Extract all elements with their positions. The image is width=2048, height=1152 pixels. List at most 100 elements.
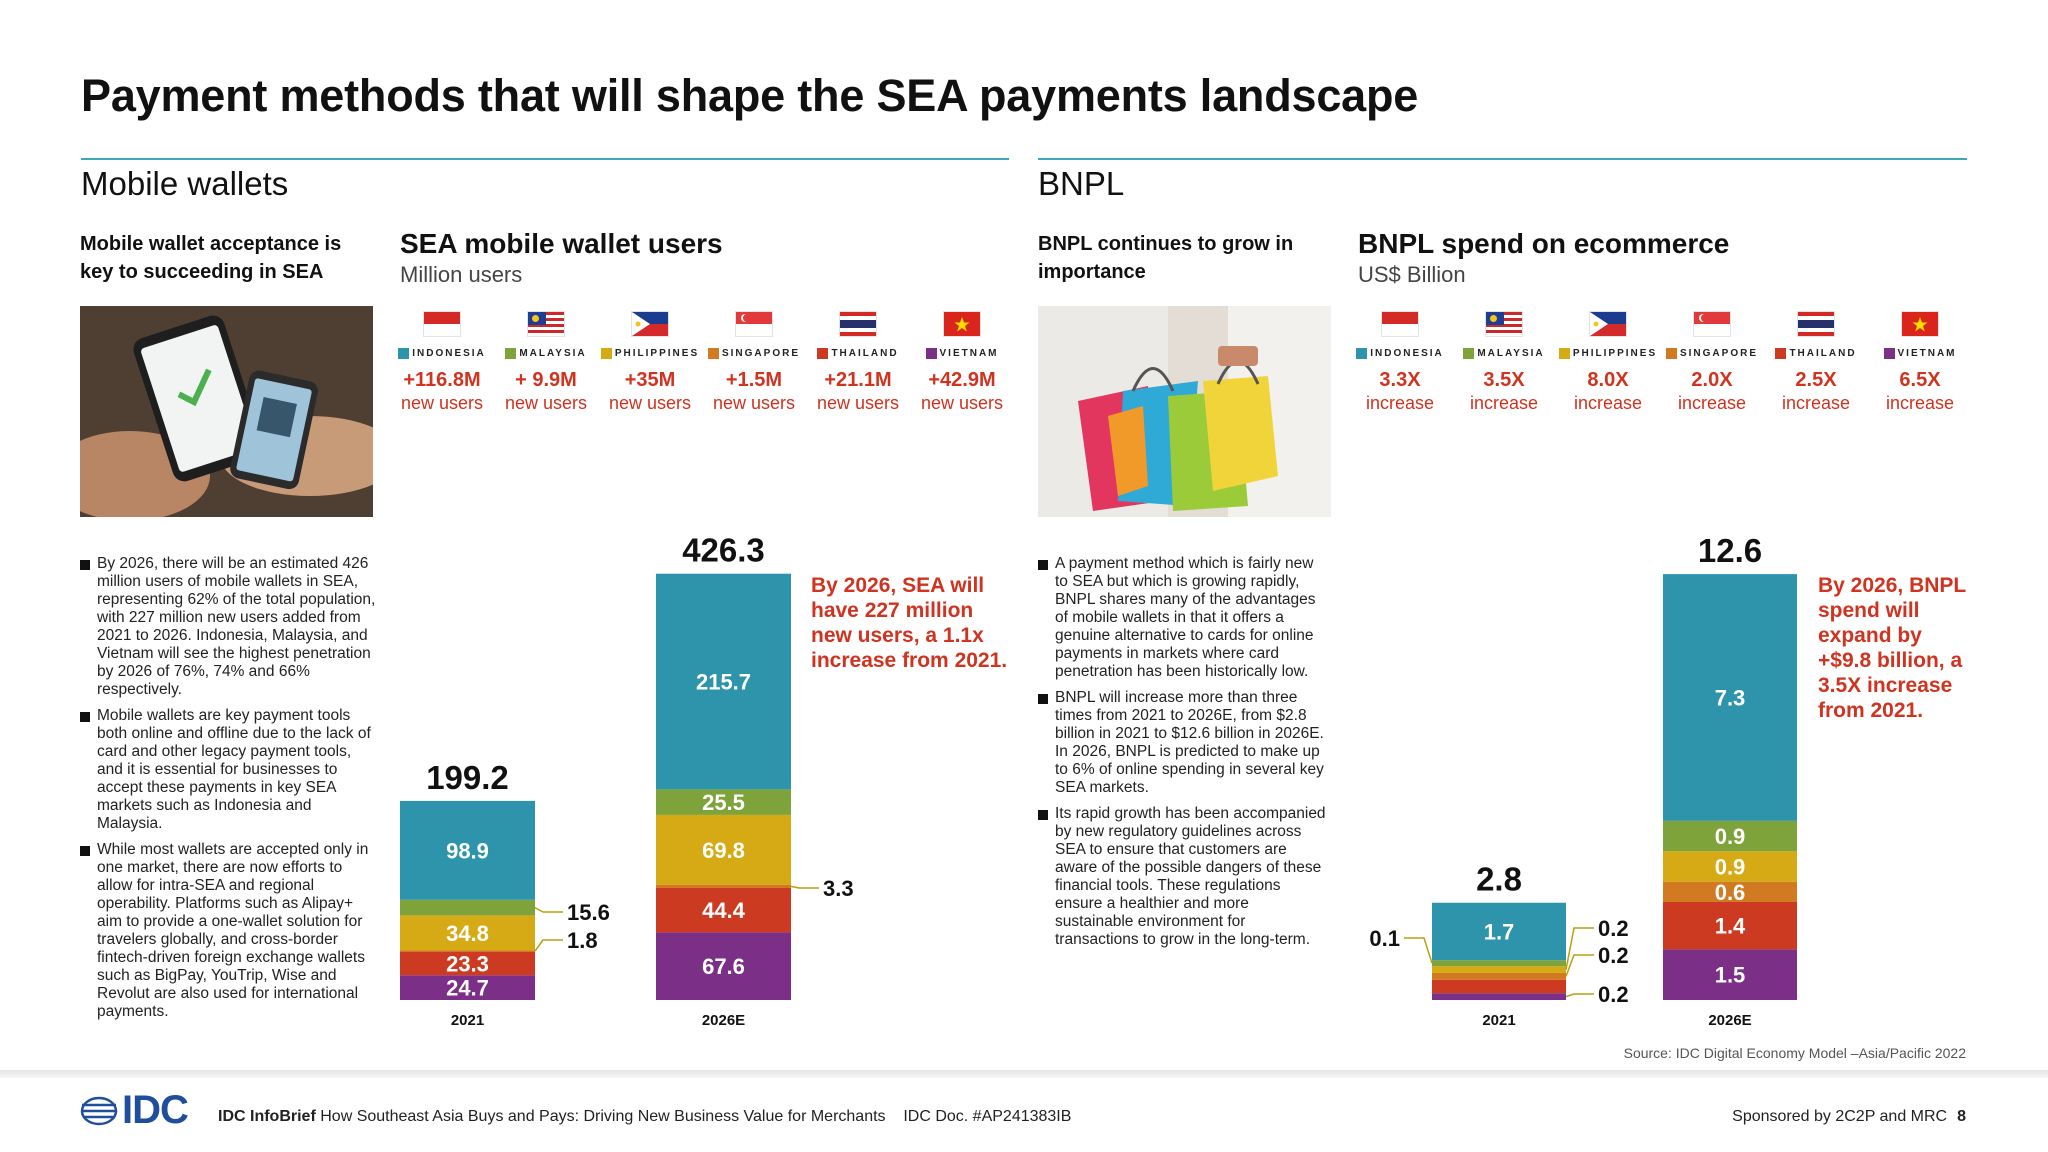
country-value: +35M [624,369,676,391]
vietnam-swatch [925,348,937,359]
bar-segment-philippines-2021 [400,915,535,951]
data-label: 0.9 [1715,854,1746,879]
philippines-swatch [1558,348,1570,359]
malaysia-flag-icon [1486,312,1522,336]
bar-segment-indonesia-2021 [1432,902,1566,961]
bar-segment-thailand-2026e [1663,901,1797,950]
philippines-flag-icon [632,312,668,336]
vietnam-swatch [1883,348,1895,359]
bar-segment-singapore-2026e [1663,881,1797,902]
country-value: +116.8M [403,369,481,391]
footer-sponsor-info: Sponsored by 2C2P and MRC 8 [1732,1108,1966,1126]
country-name: INDONESIA [1370,348,1444,359]
right-country-singapore: SINGAPORE 2.0X increase [1660,312,1764,414]
bar-segment-indonesia-2026e [1663,574,1797,821]
data-label: 67.6 [702,954,745,979]
vietnam-flag-icon [1902,312,1938,336]
country-unit: increase [1885,393,1955,413]
bar-segment-malaysia-2021 [400,899,535,916]
footer-sponsor: Sponsored by 2C2P and MRC [1732,1108,1948,1125]
bar-segment-thailand-2021 [1432,979,1566,994]
country-name: INDONESIA [412,348,486,359]
left-section-title: Mobile wallets [81,165,289,202]
data-label-outside: 3.3 [823,876,854,901]
data-label: 0.6 [1715,880,1746,905]
data-label: 7.3 [1715,685,1746,710]
leader-line [1565,954,1594,977]
data-label-outside: 15.6 [567,900,610,925]
category-label: 2026E [1708,1012,1751,1029]
leader-line [790,885,819,889]
left-chart-title: SEA mobile wallet users [400,228,723,259]
footer-band [0,1070,2048,1078]
data-label: 1.4 [1715,914,1746,939]
bar-total-label: 12.6 [1698,532,1762,569]
globe-icon [80,1096,118,1125]
malaysia-swatch [505,348,517,359]
bar-segment-vietnam-2021 [400,975,535,1000]
right-section-title: BNPL [1038,165,1125,202]
thailand-swatch [817,348,829,359]
country-value: 3.3X [1379,369,1421,391]
country-unit: new users [504,393,588,413]
bar-segment-philippines-2026e [656,814,791,885]
left-country-thailand: THAILAND +21.1M new users [806,312,910,414]
data-label-outside: 0.2 [1598,982,1629,1007]
bar-segment-malaysia-2026e [656,789,791,815]
right-chart-subtitle: US$ Billion [1358,262,1466,287]
list-item: Mobile wallets are key payment tools bot… [80,707,380,833]
leader-line [1565,927,1594,970]
country-value: 6.5X [1899,369,1941,391]
bar-segment-singapore-2021 [400,950,535,952]
leader-line [534,939,563,952]
footer-doc-title: How Southeast Asia Buys and Pays: Drivin… [320,1108,886,1125]
thailand-flag-icon [840,312,876,336]
country-unit: increase [1573,393,1643,413]
right-country-indonesia: INDONESIA 3.3X increase [1348,312,1452,414]
singapore-flag-icon [1694,312,1730,336]
data-label: 69.8 [702,838,745,863]
right-country-thailand: THAILAND 2.5X increase [1764,312,1868,414]
data-label: 44.4 [702,898,746,923]
country-value: + 9.9M [515,369,577,391]
country-name: SINGAPORE [721,348,800,359]
country-unit: new users [400,393,484,413]
country-unit: increase [1677,393,1747,413]
data-label: 0.9 [1715,824,1746,849]
right-intro: BNPL continues to grow in importance [1038,233,1294,283]
bar-segment-philippines-2026e [1663,851,1797,882]
singapore-swatch [707,348,719,359]
left-country-vietnam: VIETNAM +42.9M new users [910,312,1014,414]
country-unit: new users [608,393,692,413]
data-label: 23.3 [446,952,489,977]
vietnam-flag-icon [944,312,980,336]
leader-line [534,906,563,913]
philippines-flag-icon [1590,312,1626,336]
left-section-rule [81,158,1009,160]
singapore-flag-icon [736,312,772,336]
bar-segment-vietnam-2026e [656,932,791,1000]
data-label-outside: 0.1 [1369,926,1400,951]
indonesia-flag-icon [424,312,460,336]
data-label: 215.7 [696,670,751,695]
leader-line [1565,993,1594,998]
data-label: 1.7 [1484,919,1515,944]
data-label: 34.8 [446,921,489,946]
list-item: BNPL will increase more than three times… [1038,689,1328,797]
left-chart-subtitle: Million users [400,262,523,287]
data-label: 1.5 [1715,963,1746,988]
category-label: 2021 [451,1012,484,1029]
mobile-wallet-photo [80,306,373,517]
right-section-rule [1038,158,1967,160]
bar-segment-vietnam-2026e [1663,949,1797,1000]
data-label: 98.9 [446,838,489,863]
page-title: Payment methods that will shape the SEA … [81,70,1419,121]
data-label-outside: 0.2 [1598,916,1629,941]
left-callout: By 2026, SEA will have 227 million new u… [811,574,1008,672]
idc-logo: IDC [80,1088,189,1133]
right-country-vietnam: VIETNAM 6.5X increase [1868,312,1972,414]
data-label: 25.5 [702,790,745,815]
country-value: 2.0X [1691,369,1733,391]
bar-total-label: 2.8 [1476,861,1522,898]
malaysia-swatch [1463,348,1475,359]
